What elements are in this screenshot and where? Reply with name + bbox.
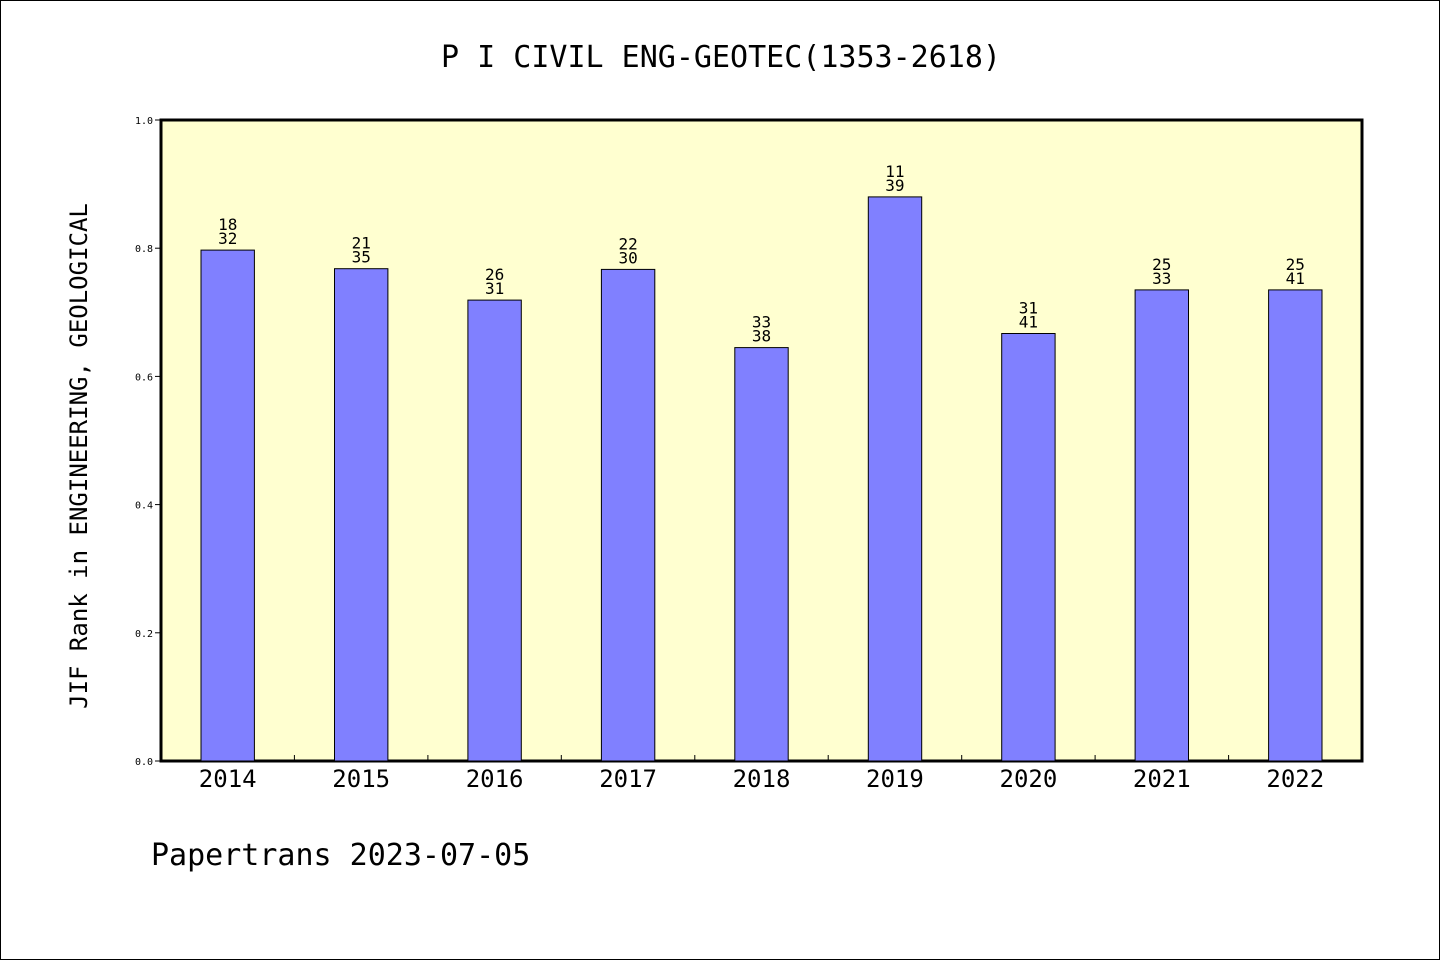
data-label-top-2016: 26 [485, 265, 504, 284]
data-label-bottom-2014: 32 [218, 229, 237, 248]
footer-source: Papertrans 2023-07-05 [151, 838, 530, 873]
x-tick-label-2017: 2017 [599, 765, 657, 793]
y-tick-label-0.4: 0.4 [135, 501, 153, 512]
x-tick-label-2018: 2018 [733, 765, 791, 793]
bar-2014 [200, 249, 255, 762]
data-label-bottom-2015: 35 [352, 248, 371, 267]
x-tick-label-2019: 2019 [866, 765, 924, 793]
x-tick-label-2020: 2020 [1000, 765, 1058, 793]
x-tick-label-2015: 2015 [332, 765, 390, 793]
data-label-top-2022: 25 [1286, 255, 1305, 274]
bar-2021 [1134, 289, 1189, 762]
y-tick-label-0.2: 0.2 [135, 629, 153, 640]
data-label-bottom-2017: 30 [618, 248, 637, 267]
bar-2020 [1001, 333, 1056, 762]
data-label-top-2019: 11 [885, 162, 904, 181]
bar-2017 [600, 268, 656, 762]
x-tick-label-2021: 2021 [1133, 765, 1191, 793]
y-tick-label-0.6: 0.6 [135, 372, 153, 383]
y-tick-label-0.8: 0.8 [135, 244, 153, 255]
data-label-bottom-2018: 38 [752, 327, 771, 346]
bars-layer [200, 196, 1323, 762]
data-label-top-2014: 18 [218, 215, 237, 234]
data-label-top-2018: 33 [752, 313, 771, 332]
x-axis: 2014 2015 2016 2017 2018 2019 2020 2021 2022 [199, 755, 1324, 793]
x-tick-label-2016: 2016 [466, 765, 524, 793]
data-label-top-2015: 21 [352, 234, 371, 253]
data-label-top-2021: 25 [1152, 255, 1171, 274]
bar-2018 [734, 347, 789, 762]
y-tick-label-1.0: 1.0 [135, 116, 153, 127]
chart-title: P I CIVIL ENG-GEOTEC(1353-2618) [441, 40, 1001, 75]
y-axis: 0.0 0.2 0.4 0.6 0.8 1.0 [135, 116, 161, 768]
x-tick-label-2022: 2022 [1266, 765, 1324, 793]
x-tick-label-2014: 2014 [199, 765, 257, 793]
y-axis-label: JIF Rank in ENGINEERING, GEOLOGICAL [65, 203, 93, 709]
data-label-bottom-2019: 39 [885, 176, 904, 195]
data-label-bottom-2021: 33 [1152, 269, 1171, 288]
data-label-top-2017: 22 [618, 234, 637, 253]
data-label-bottom-2016: 31 [485, 279, 504, 298]
data-label-bottom-2020: 41 [1019, 313, 1038, 332]
data-label-top-2020: 31 [1019, 299, 1038, 318]
y-tick-label-0.0: 0.0 [135, 757, 153, 768]
bar-2015 [334, 268, 389, 762]
bar-2022 [1268, 289, 1323, 762]
bar-2019 [867, 196, 923, 762]
bar-2016 [467, 299, 522, 762]
data-label-bottom-2022: 41 [1286, 269, 1305, 288]
